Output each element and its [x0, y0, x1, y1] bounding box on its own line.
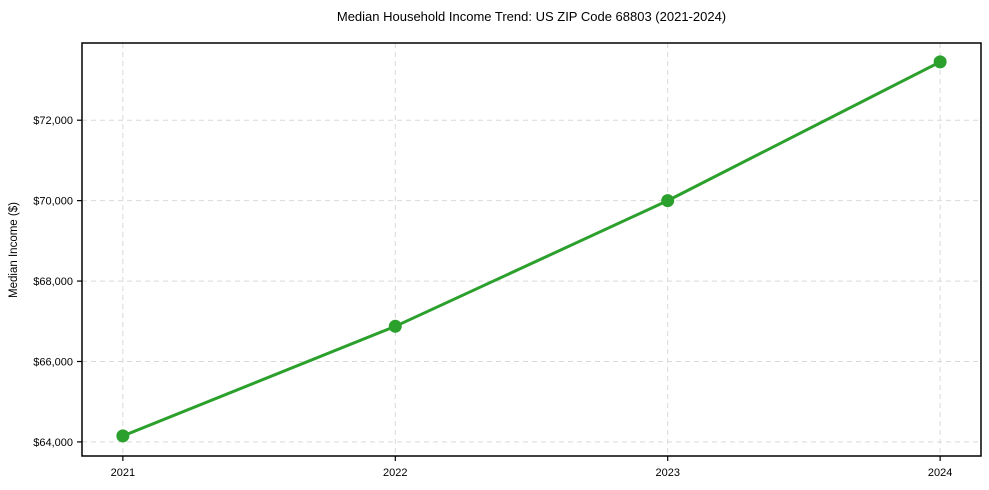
line-series — [116, 55, 947, 443]
y-tick-label: $68,000 — [33, 276, 73, 288]
data-point-marker — [933, 55, 947, 69]
chart-title: Median Household Income Trend: US ZIP Co… — [336, 9, 727, 24]
data-point-marker — [116, 429, 130, 443]
trend-line — [121, 60, 942, 438]
y-tick-label: $72,000 — [33, 115, 73, 127]
tick-label-layer: $64,000 $66,000 $68,000 $70,000 $72,000 2021 2… — [33, 115, 952, 479]
axis-layer — [77, 42, 982, 461]
y-tick-label: $66,000 — [33, 356, 73, 368]
x-tick-label: 2024 — [928, 467, 952, 479]
plot-border — [81, 42, 982, 457]
data-point-marker — [661, 194, 675, 208]
x-tick-label: 2023 — [655, 467, 679, 479]
x-tick-label: 2021 — [111, 467, 135, 479]
y-tick-label: $64,000 — [33, 437, 73, 449]
y-tick-label: $70,000 — [33, 196, 73, 208]
x-tick-label: 2022 — [383, 467, 407, 479]
grid-layer — [82, 43, 981, 456]
data-point-marker — [388, 319, 402, 333]
